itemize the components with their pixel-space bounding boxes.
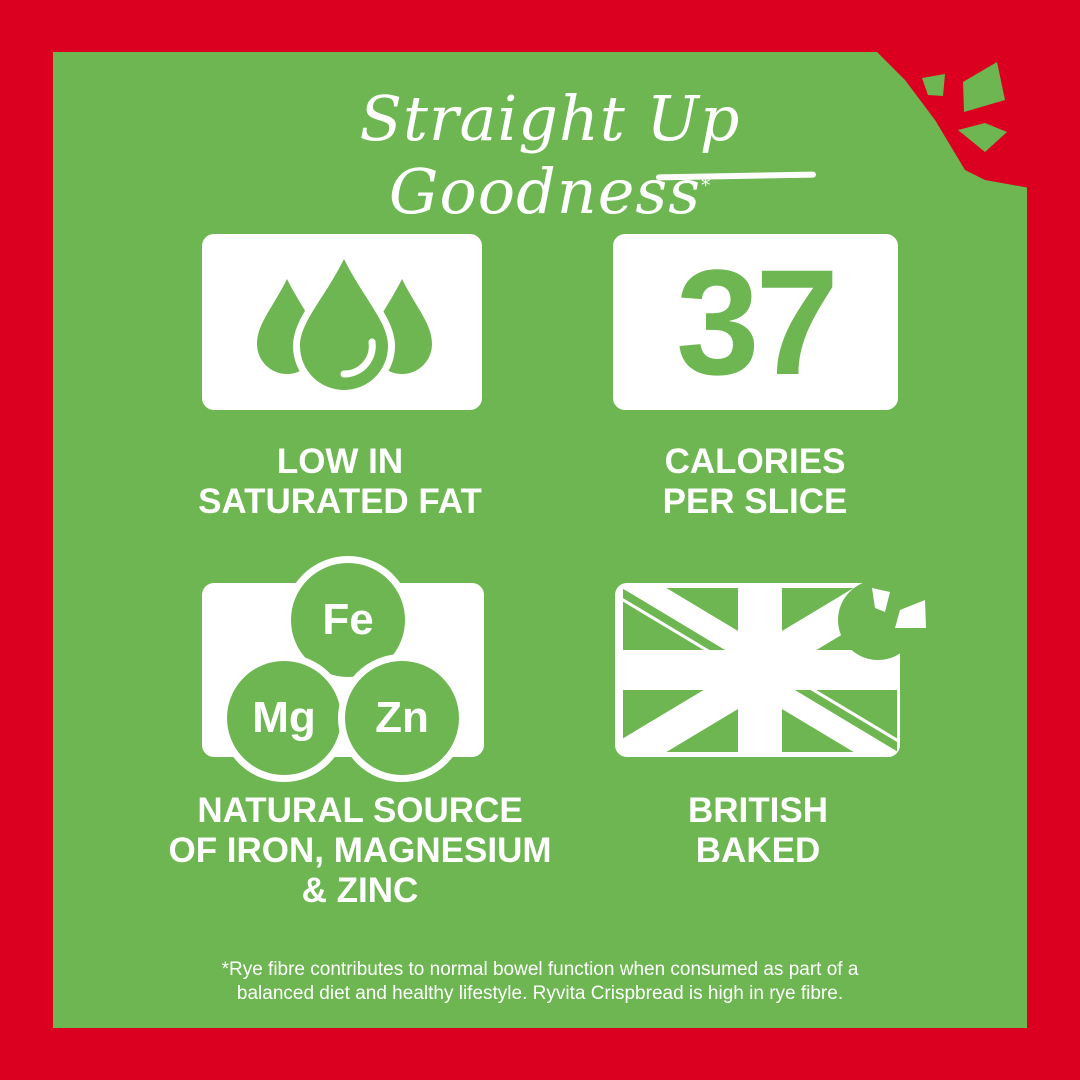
water-drops-icon bbox=[257, 243, 432, 397]
calories-label: CALORIES PER SLICE bbox=[662, 442, 848, 521]
british-baked-label: BRITISH BAKED bbox=[688, 791, 828, 870]
zinc-circle: Zn bbox=[338, 654, 466, 782]
iron-circle: Fe bbox=[284, 556, 412, 684]
calories-value: 37 bbox=[676, 237, 839, 406]
low-fat-card bbox=[202, 234, 482, 410]
minerals-label: NATURAL SOURCE OF IRON, MAGNESIUM & ZINC bbox=[168, 791, 552, 910]
green-panel bbox=[53, 52, 1027, 1028]
low-fat-label: LOW IN SATURATED FAT bbox=[198, 442, 482, 521]
headline: Straight Up Goodness* bbox=[359, 82, 741, 228]
magnesium-circle: Mg bbox=[220, 654, 348, 782]
calories-card bbox=[613, 234, 898, 410]
union-jack-icon bbox=[615, 580, 926, 757]
footnote: *Rye fibre contributes to normal bowel f… bbox=[221, 959, 859, 1004]
